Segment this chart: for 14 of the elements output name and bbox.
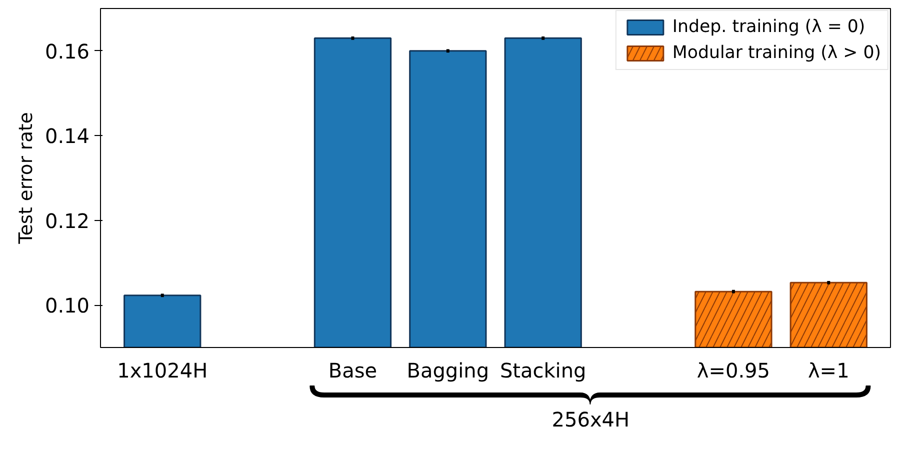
y-tick-label: 0.14 (44, 124, 90, 148)
x-tick-label: λ=0.95 (696, 358, 770, 382)
legend-label: Modular training (λ > 0) (672, 43, 881, 63)
x-tick-label: λ=1 (808, 358, 850, 382)
x-tick-label: Bagging (406, 358, 490, 382)
x-tick-label: 1x1024H (117, 358, 208, 382)
text: 256x4H (552, 408, 630, 432)
y-tick-label: 0.10 (44, 294, 90, 318)
y-tick-label: 0.16 (44, 39, 90, 64)
legend-label: Indep. training (λ = 0) (672, 17, 866, 37)
y-tick-label: 0.12 (44, 208, 90, 233)
y-axis-title: Test error rate (16, 112, 37, 245)
x-tick-label: Stacking (500, 358, 586, 382)
x-tick-label: Base (328, 358, 378, 382)
